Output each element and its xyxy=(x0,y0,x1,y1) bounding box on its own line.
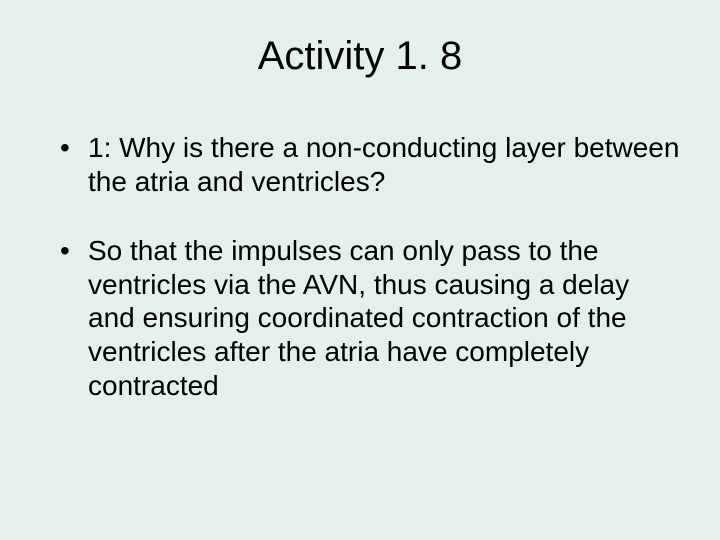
slide-title: Activity 1. 8 xyxy=(40,34,680,79)
bullet-list: 1: Why is there a non-conducting layer b… xyxy=(40,131,680,402)
list-item: So that the impulses can only pass to th… xyxy=(60,234,680,402)
list-item: 1: Why is there a non-conducting layer b… xyxy=(60,131,680,198)
slide: Activity 1. 8 1: Why is there a non-cond… xyxy=(0,0,720,540)
